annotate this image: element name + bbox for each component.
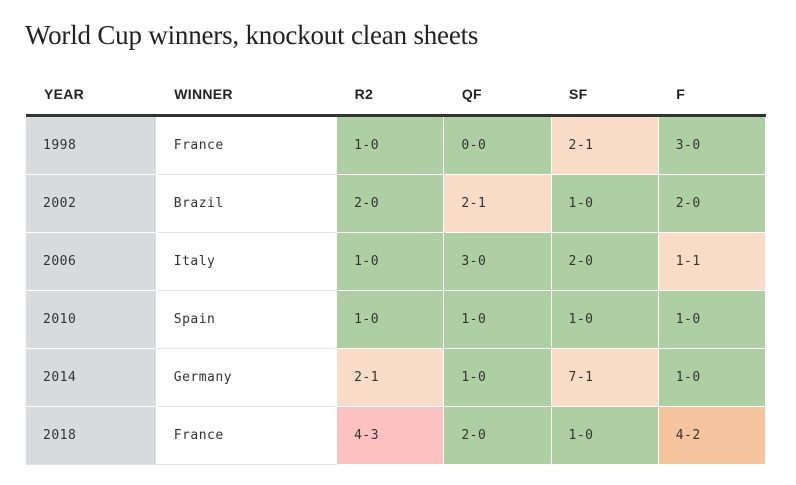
table-body: 1998 France 1-0 0-0 2-1 3-0 2002 Brazil 2-0 2-1 1-… (26, 115, 767, 465)
score-cell-qf: 1-0 (443, 348, 552, 407)
score-cell-sf: 1-0 (551, 174, 659, 233)
score-cell-f: 3-0 (658, 115, 767, 175)
table-row: 2010 Spain 1-0 1-0 1-0 1-0 (26, 290, 767, 349)
winner-cell: Italy (156, 232, 338, 291)
winner-cell: Brazil (156, 174, 338, 233)
score-cell-r2: 2-0 (336, 174, 445, 233)
column-header-f: F (658, 74, 766, 117)
header-row: YEAR WINNER R2 QF SF F (26, 74, 766, 117)
column-header-sf: SF (551, 74, 659, 117)
column-header-r2: R2 (336, 74, 444, 117)
score-cell-qf: 2-0 (443, 406, 552, 465)
score-cell-f: 1-0 (658, 290, 767, 349)
score-cell-r2: 2-1 (336, 348, 445, 407)
score-cell-qf: 1-0 (443, 290, 552, 349)
score-cell-sf: 1-0 (551, 290, 659, 349)
year-cell: 2018 (26, 406, 157, 465)
score-cell-f: 1-1 (658, 232, 767, 291)
year-cell: 2006 (26, 232, 157, 291)
score-cell-sf: 7-1 (551, 348, 659, 407)
winner-cell: France (156, 406, 338, 465)
score-cell-qf: 2-1 (443, 174, 552, 233)
table-row: 2014 Germany 2-1 1-0 7-1 1-0 (26, 348, 767, 407)
column-header-year: YEAR (26, 74, 157, 117)
score-cell-f: 1-0 (658, 348, 767, 407)
score-cell-qf: 0-0 (443, 115, 552, 175)
table-row: 2006 Italy 1-0 3-0 2-0 1-1 (26, 232, 767, 291)
score-cell-r2: 1-0 (336, 115, 445, 175)
year-cell: 1998 (26, 115, 157, 175)
year-cell: 2014 (26, 348, 157, 407)
score-cell-r2: 4-3 (336, 406, 445, 465)
score-cell-qf: 3-0 (443, 232, 552, 291)
winner-cell: Spain (156, 290, 338, 349)
score-cell-sf: 2-0 (551, 232, 659, 291)
score-cell-sf: 1-0 (551, 406, 659, 465)
table-row: 2018 France 4-3 2-0 1-0 4-2 (26, 406, 767, 465)
table-row: 1998 France 1-0 0-0 2-1 3-0 (26, 115, 767, 175)
table-row: 2002 Brazil 2-0 2-1 1-0 2-0 (26, 174, 767, 233)
score-cell-r2: 1-0 (336, 232, 445, 291)
year-cell: 2002 (26, 174, 157, 233)
column-header-qf: QF (443, 74, 552, 117)
winner-cell: Germany (156, 348, 338, 407)
score-cell-sf: 2-1 (551, 115, 659, 175)
results-table: YEAR WINNER R2 QF SF F 1998 France 1-0 0-0 2… (26, 74, 767, 465)
score-cell-r2: 1-0 (336, 290, 445, 349)
year-cell: 2010 (26, 290, 157, 349)
winner-cell: France (156, 115, 338, 175)
column-header-winner: WINNER (156, 74, 337, 117)
table-title: World Cup winners, knockout clean sheets (25, 20, 479, 50)
score-cell-f: 2-0 (658, 174, 767, 233)
score-cell-f: 4-2 (658, 406, 767, 465)
